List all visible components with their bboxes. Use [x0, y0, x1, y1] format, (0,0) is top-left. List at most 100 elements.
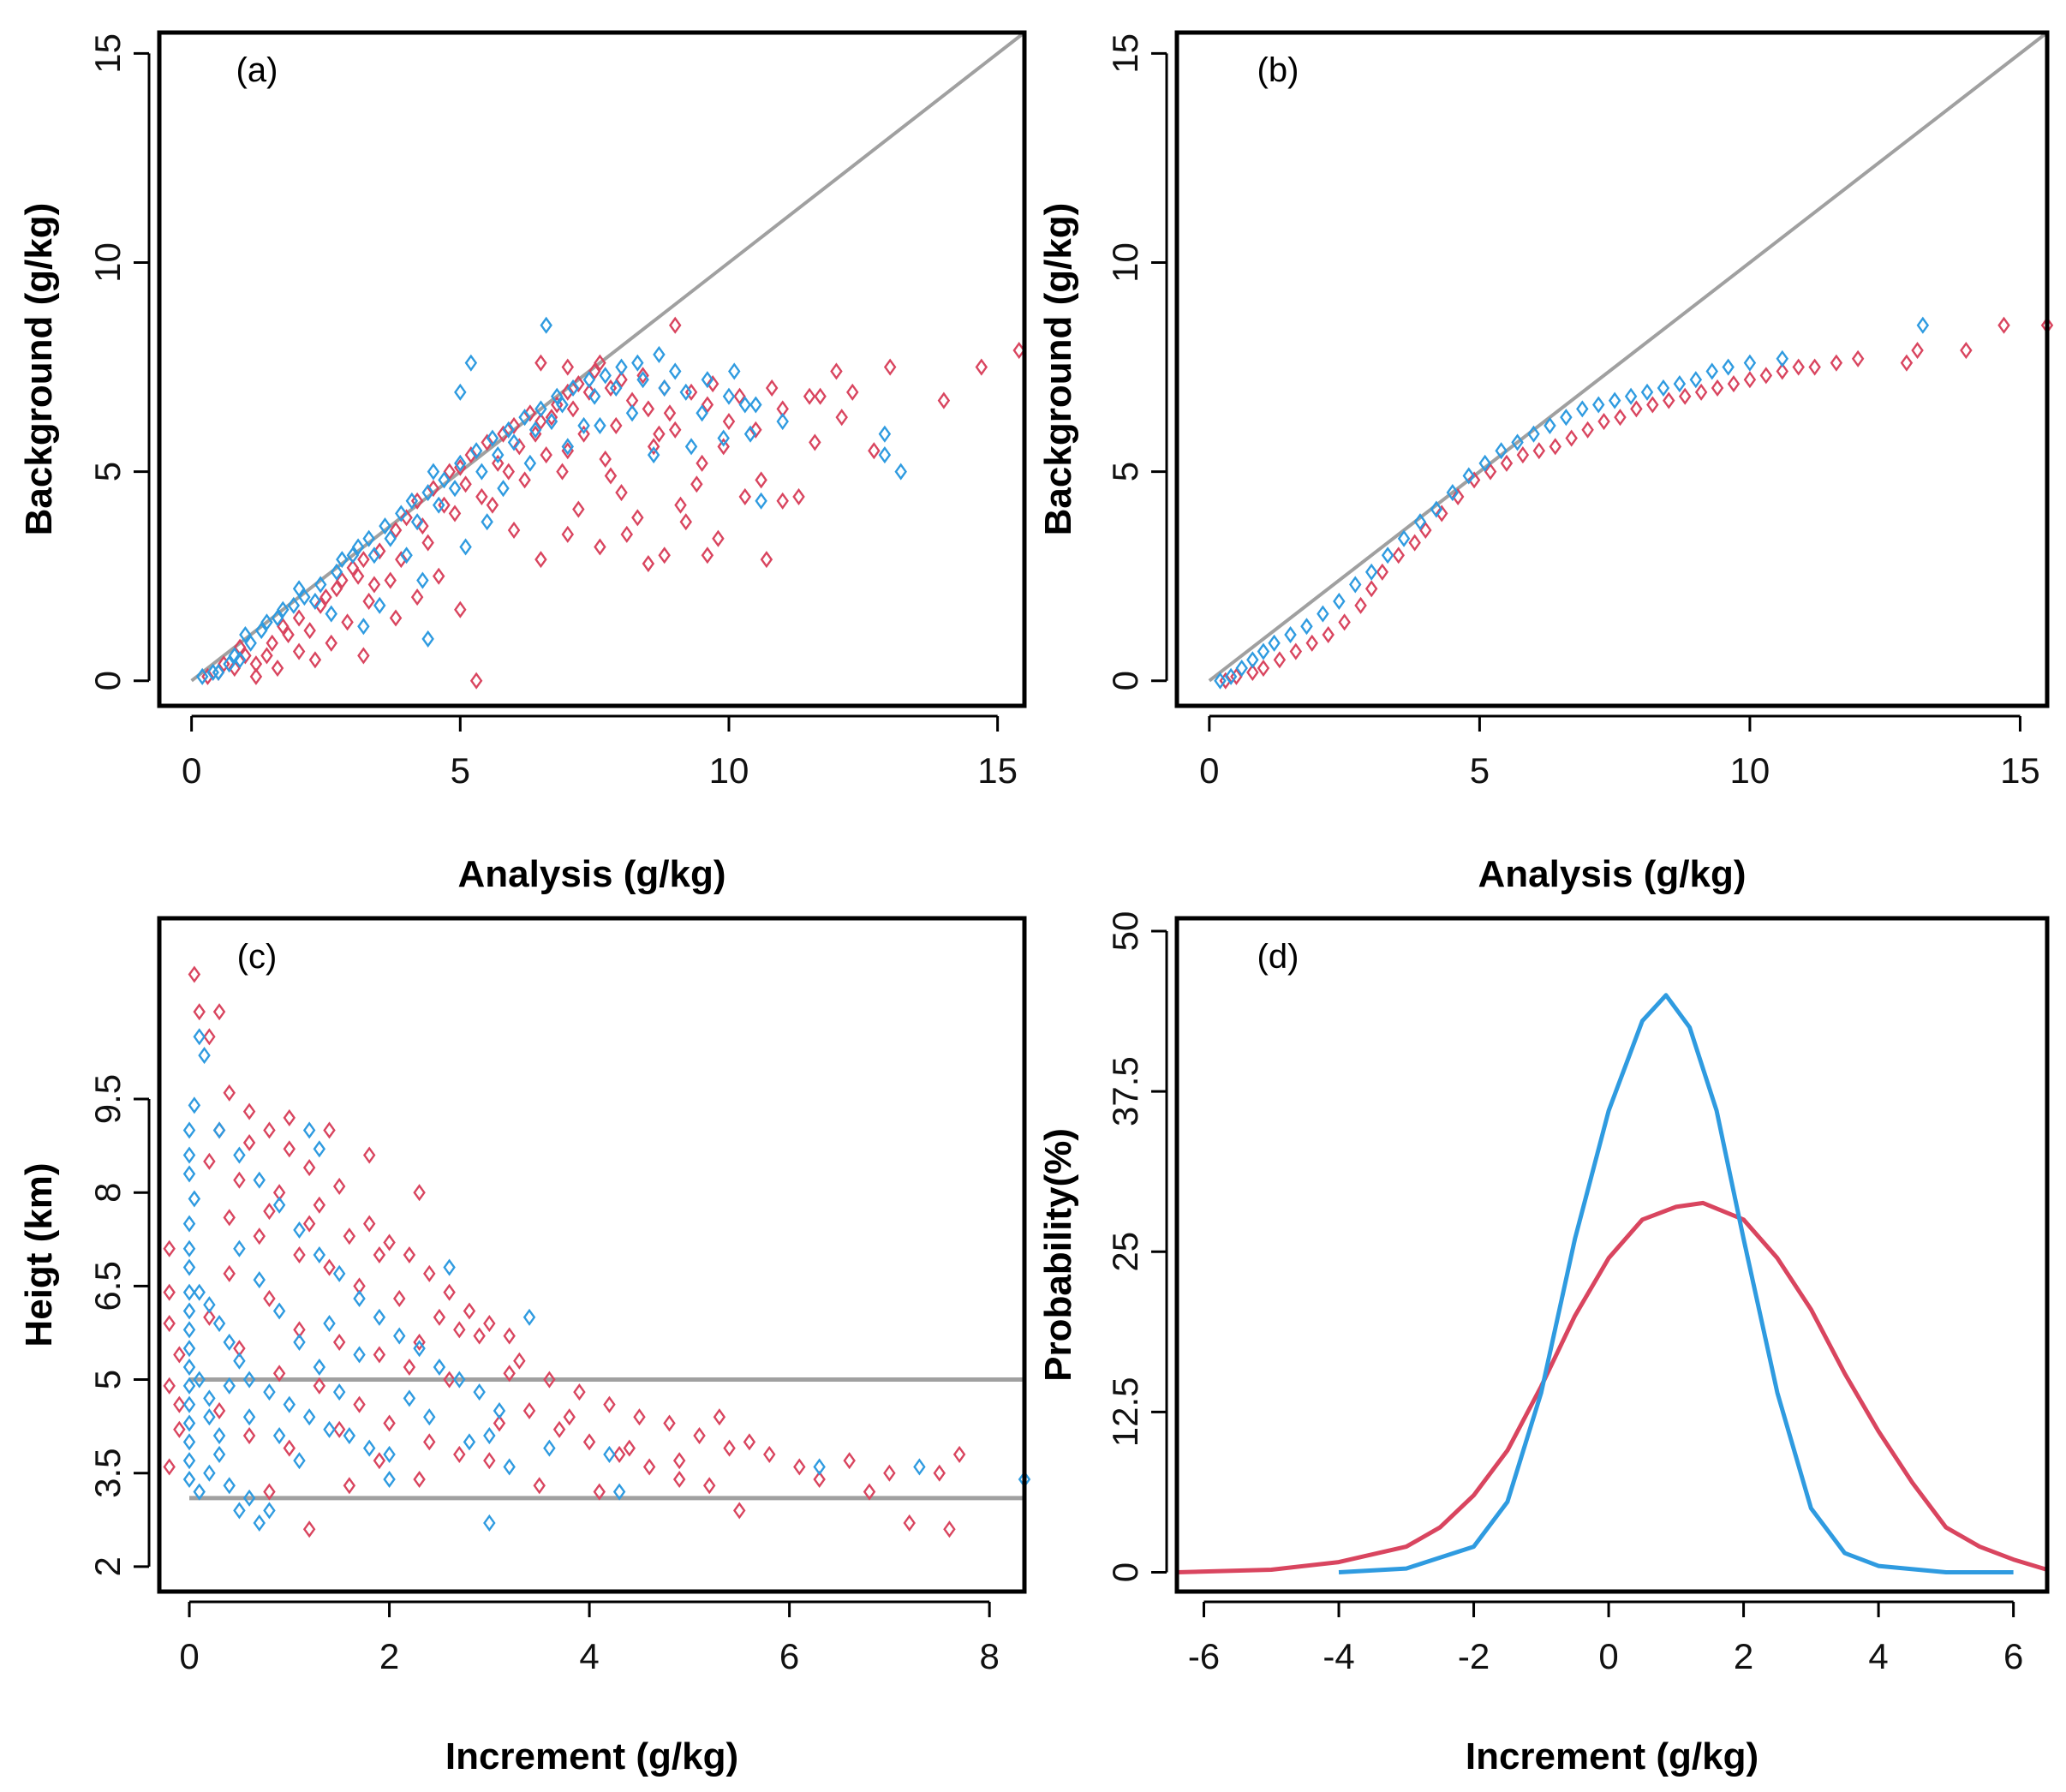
red-point: [582, 383, 596, 401]
red-point: [188, 965, 201, 983]
blue-point: [292, 580, 306, 598]
blue-point: [523, 454, 537, 472]
red-point: [672, 1470, 686, 1489]
blue-point: [223, 1377, 236, 1395]
blue-point: [1446, 483, 1460, 502]
red-point: [323, 1121, 336, 1139]
red-point: [835, 409, 848, 427]
x-tick-label: 2: [379, 1636, 399, 1676]
blue-point: [1657, 379, 1670, 397]
blue-point: [1689, 371, 1703, 389]
red-point: [163, 1239, 176, 1257]
red-point: [582, 1433, 596, 1451]
red-point: [463, 1302, 476, 1320]
plot-frame: [157, 30, 1027, 708]
red-point: [561, 358, 575, 376]
red-point: [242, 1133, 256, 1152]
blue-point: [454, 383, 467, 401]
red-point: [421, 534, 434, 552]
blue-point: [603, 1445, 616, 1463]
blue-point: [244, 634, 257, 652]
red-point: [534, 551, 547, 569]
red-point: [713, 1408, 726, 1426]
blue-point: [469, 442, 483, 460]
red-point: [749, 421, 762, 439]
blue-point: [223, 1477, 236, 1495]
red-point: [483, 1315, 496, 1333]
red-point: [292, 642, 306, 660]
red-point: [672, 1452, 686, 1470]
blue-point: [362, 529, 375, 547]
red-point: [341, 613, 354, 631]
red-density-curve: [1176, 1200, 2048, 1574]
blue-point: [182, 1358, 196, 1377]
blue-point: [1257, 642, 1270, 660]
red-point: [453, 1321, 466, 1339]
blue-point: [625, 404, 639, 422]
red-point: [534, 412, 547, 431]
blue-point: [182, 1121, 196, 1139]
blue-point: [298, 588, 311, 606]
blue-point: [193, 1283, 206, 1301]
red-point: [1451, 487, 1465, 505]
blue-point: [502, 421, 516, 439]
blue-point: [545, 412, 558, 431]
y-tick-label: 12.5: [1105, 1377, 1145, 1448]
blue-point: [463, 1433, 476, 1451]
blue-point: [894, 463, 907, 481]
red-point: [1851, 349, 1865, 367]
red-point: [668, 316, 682, 334]
blue-point: [203, 1408, 216, 1426]
red-point: [389, 521, 403, 540]
x-tick-label: 4: [579, 1636, 599, 1676]
blue-point: [653, 345, 666, 363]
blue-point: [351, 538, 365, 556]
blue-point: [272, 1427, 286, 1445]
red-point: [308, 651, 322, 669]
blue-point: [203, 1296, 216, 1314]
red-point: [863, 1483, 876, 1501]
blue-point: [212, 1315, 226, 1333]
blue-point: [453, 1371, 466, 1389]
red-point: [383, 1414, 396, 1432]
blue-point: [242, 1408, 256, 1426]
blue-point: [242, 1371, 256, 1389]
red-point: [1532, 442, 1546, 460]
blue-point: [878, 425, 892, 443]
red-point: [522, 1401, 536, 1419]
red-point: [620, 525, 634, 543]
red-point: [674, 496, 687, 514]
red-point: [577, 425, 590, 443]
blue-point: [647, 446, 660, 464]
blue-point: [448, 480, 462, 498]
y-tick-label: 25: [1105, 1232, 1145, 1272]
red-point: [803, 387, 816, 405]
red-point: [636, 367, 649, 385]
blue-point: [534, 400, 547, 418]
blue-point: [738, 396, 752, 414]
y-tick-label: 15: [1105, 33, 1145, 74]
red-point: [403, 1358, 416, 1377]
blue-point: [483, 1427, 496, 1445]
red-point: [357, 647, 370, 665]
y-tick-label: 0: [87, 671, 128, 690]
red-point: [763, 1445, 776, 1463]
x-tick-label: 0: [179, 1636, 199, 1676]
y-tick-label: 3.5: [87, 1449, 128, 1498]
red-point: [690, 475, 703, 493]
blue-point: [1235, 660, 1248, 678]
red-point: [486, 496, 499, 514]
blue-point: [421, 630, 434, 648]
blue-point: [293, 1452, 306, 1470]
red-point: [413, 1184, 426, 1202]
red-point: [543, 1371, 556, 1389]
red-point: [1911, 341, 1924, 360]
y-tick-label: 9.5: [87, 1074, 128, 1124]
blue-point: [383, 1470, 396, 1489]
blue-point: [1743, 354, 1757, 372]
red-point: [765, 379, 779, 397]
red-point: [283, 1140, 296, 1158]
red-point: [743, 1433, 756, 1451]
red-point: [389, 609, 403, 627]
blue-point: [518, 409, 531, 427]
